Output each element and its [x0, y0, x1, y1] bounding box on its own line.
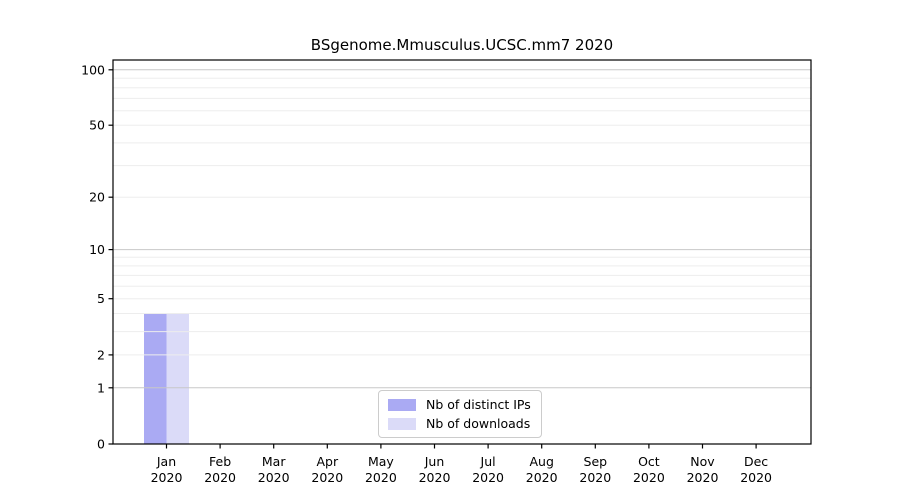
x-tick-label-month: May	[368, 454, 394, 469]
chart-title: BSgenome.Mmusculus.UCSC.mm7 2020	[310, 36, 614, 54]
x-tick-label-month: Sep	[584, 454, 608, 469]
x-tick-label-month: Jan	[156, 454, 176, 469]
x-tick-label-year: 2020	[633, 470, 665, 485]
x-tick-label-year: 2020	[204, 470, 236, 485]
x-tick-label-month: Jun	[424, 454, 445, 469]
x-tick-label-year: 2020	[687, 470, 719, 485]
y-tick-label: 50	[89, 118, 105, 133]
x-tick-label-year: 2020	[740, 470, 772, 485]
legend-label-distinct-ips: Nb of distinct IPs	[426, 397, 531, 412]
x-tick-label-year: 2020	[472, 470, 504, 485]
legend-item-distinct-ips: Nb of distinct IPs	[388, 397, 531, 412]
legend-swatch-downloads	[388, 417, 416, 430]
bar	[166, 313, 189, 444]
x-tick-label-month: Feb	[209, 454, 231, 469]
y-tick-label: 20	[89, 190, 105, 205]
legend-swatch-distinct-ips	[388, 398, 416, 411]
y-tick-label: 5	[97, 291, 105, 306]
legend: Nb of distinct IPs Nb of downloads	[378, 390, 542, 438]
x-tick-label-year: 2020	[151, 470, 183, 485]
plot-border	[112, 59, 812, 445]
y-tick-label: 10	[89, 242, 105, 257]
y-tick-label: 2	[97, 347, 105, 362]
x-tick-label-year: 2020	[311, 470, 343, 485]
x-tick-label-year: 2020	[419, 470, 451, 485]
x-tick-label-month: Oct	[638, 454, 660, 469]
x-tick-label-month: Jul	[480, 454, 496, 469]
x-tick-label-month: Nov	[690, 454, 715, 469]
x-tick-label-month: Apr	[316, 454, 338, 469]
bar	[144, 313, 167, 444]
legend-label-downloads: Nb of downloads	[426, 416, 531, 431]
x-tick-label-year: 2020	[365, 470, 397, 485]
x-tick-label-month: Dec	[744, 454, 768, 469]
x-tick-label-month: Mar	[262, 454, 286, 469]
y-tick-label: 1	[97, 380, 105, 395]
x-tick-label-year: 2020	[526, 470, 558, 485]
legend-item-downloads: Nb of downloads	[388, 416, 531, 431]
x-tick-label-month: Aug	[529, 454, 553, 469]
x-tick-label-year: 2020	[258, 470, 290, 485]
y-tick-label: 0	[97, 437, 105, 452]
y-tick-label: 100	[81, 62, 105, 77]
x-tick-label-year: 2020	[579, 470, 611, 485]
